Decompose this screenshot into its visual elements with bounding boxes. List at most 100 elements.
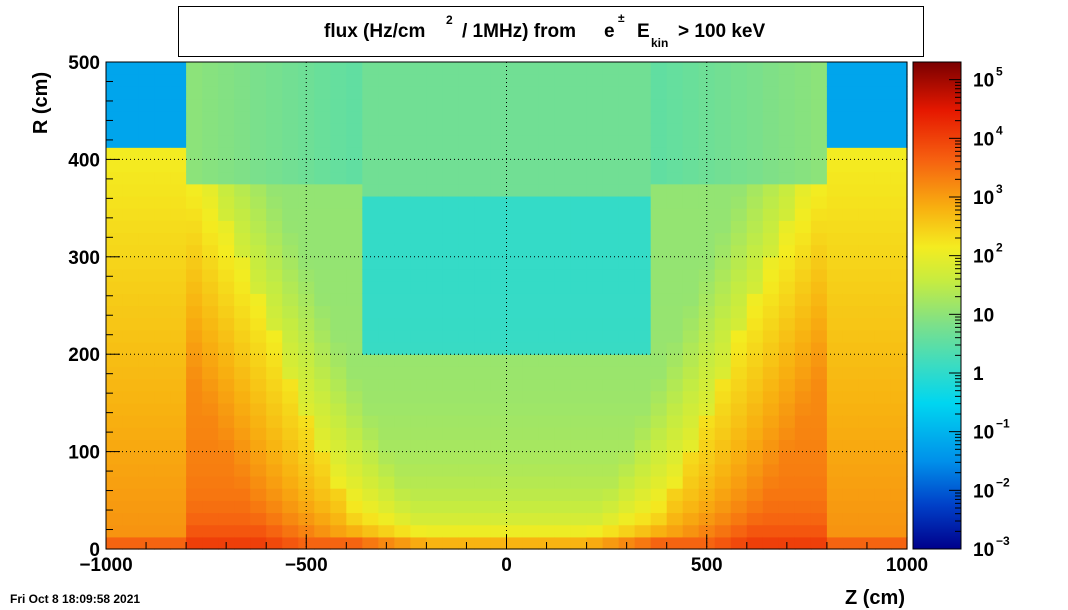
heatmap-cell — [746, 74, 764, 87]
heatmap-cell — [458, 147, 476, 160]
heatmap-cell — [698, 378, 716, 392]
heatmap-cell — [138, 463, 155, 477]
heatmap-cell — [426, 488, 444, 501]
heatmap-cell — [170, 244, 187, 258]
heatmap-cell — [698, 293, 716, 307]
heatmap-cell — [282, 317, 299, 331]
heatmap-cell — [794, 342, 812, 355]
heatmap-cell — [522, 512, 540, 526]
heatmap-cell — [202, 220, 219, 234]
heatmap-cell — [218, 293, 235, 307]
heatmap-cell — [618, 500, 636, 514]
heatmap-cell — [442, 293, 460, 307]
heatmap-cell — [506, 256, 524, 270]
heatmap-cell — [410, 402, 427, 416]
heatmap-cell — [810, 305, 828, 319]
y-tick-label: 200 — [68, 345, 100, 366]
heatmap-cell — [874, 110, 892, 124]
heatmap-cell — [506, 463, 524, 477]
heatmap-cell — [714, 244, 732, 258]
heatmap-cell — [362, 293, 379, 307]
heatmap-cell — [298, 62, 315, 75]
heatmap-cell — [586, 135, 604, 148]
heatmap-cell — [474, 524, 492, 538]
heatmap-cell — [234, 122, 251, 136]
heatmap-cell — [522, 305, 540, 319]
heatmap-cell — [378, 220, 395, 234]
heatmap-cell — [282, 244, 299, 258]
x-tick-label: −500 — [285, 555, 328, 576]
heatmap-cell — [474, 342, 492, 355]
heatmap-cell — [266, 135, 283, 148]
heatmap-cell — [266, 524, 283, 538]
heatmap-cell — [154, 208, 171, 221]
heatmap-cell — [186, 378, 203, 392]
heatmap-cell — [730, 256, 748, 270]
heatmap-cell — [874, 390, 892, 404]
heatmap-cell — [842, 159, 860, 173]
heatmap-cell — [298, 256, 315, 270]
heatmap-cell — [458, 475, 476, 489]
heatmap-cell — [202, 135, 219, 148]
heatmap-cell — [234, 110, 251, 124]
heatmap-cell — [410, 256, 427, 270]
heatmap-cell — [506, 500, 524, 514]
heatmap-cell — [138, 524, 155, 538]
heatmap-cell — [506, 439, 524, 453]
heatmap-cell — [522, 524, 540, 538]
heatmap-cell — [618, 256, 636, 270]
heatmap-cell — [874, 244, 892, 258]
heatmap-cell — [650, 463, 668, 477]
heatmap-cell — [362, 439, 379, 453]
heatmap-cell — [234, 451, 251, 465]
heatmap-cell — [586, 171, 604, 185]
heatmap-cell — [186, 183, 203, 197]
heatmap-cell — [874, 281, 892, 294]
heatmap-cell — [394, 135, 411, 148]
heatmap-cell — [170, 268, 187, 282]
heatmap-cell — [650, 415, 668, 428]
heatmap-cell — [762, 366, 780, 380]
heatmap-cell — [362, 122, 379, 136]
heatmap-cell — [426, 402, 444, 416]
heatmap-cell — [826, 293, 844, 307]
heatmap-cell — [314, 402, 331, 416]
heatmap-cell — [570, 378, 588, 392]
heatmap-cell — [858, 305, 876, 319]
heatmap-cell — [714, 342, 732, 355]
heatmap-cell — [522, 439, 540, 453]
heatmap-cell — [410, 390, 427, 404]
heatmap-cell — [442, 536, 460, 550]
heatmap-cell — [698, 62, 716, 75]
heatmap-cell — [186, 427, 203, 441]
heatmap-cell — [714, 86, 732, 100]
heatmap-cell — [506, 281, 524, 294]
x-axis-title: Z (cm) — [845, 587, 905, 609]
heatmap-cell — [378, 110, 395, 124]
heatmap-cell — [106, 268, 123, 282]
heatmap-cell — [794, 512, 812, 526]
heatmap-cell — [330, 354, 347, 367]
heatmap-cell — [858, 317, 876, 331]
heatmap-cell — [122, 159, 139, 173]
heatmap-cell — [314, 524, 331, 538]
heatmap-cell — [154, 86, 171, 100]
heatmap-cell — [314, 439, 331, 453]
heatmap-cell — [154, 268, 171, 282]
heatmap-cell — [538, 427, 556, 441]
heatmap-cell — [266, 329, 283, 343]
heatmap-cell — [106, 439, 123, 453]
heatmap-cell — [874, 147, 892, 160]
heatmap-cell — [554, 147, 572, 160]
heatmap-cell — [234, 86, 251, 100]
heatmap-cell — [234, 342, 251, 355]
heatmap-cell — [410, 244, 427, 258]
heatmap-cell — [378, 232, 395, 246]
heatmap-cell — [442, 488, 460, 501]
heatmap-cell — [282, 512, 299, 526]
heatmap-cell — [826, 366, 844, 380]
heatmap-cell — [554, 354, 572, 367]
heatmap-cell — [474, 135, 492, 148]
heatmap-cell — [506, 488, 524, 501]
heatmap-cell — [858, 220, 876, 234]
